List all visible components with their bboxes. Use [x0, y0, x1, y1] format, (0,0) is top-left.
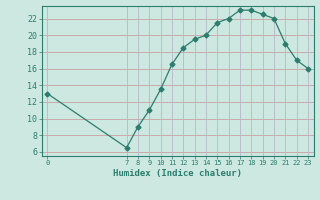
X-axis label: Humidex (Indice chaleur): Humidex (Indice chaleur): [113, 169, 242, 178]
